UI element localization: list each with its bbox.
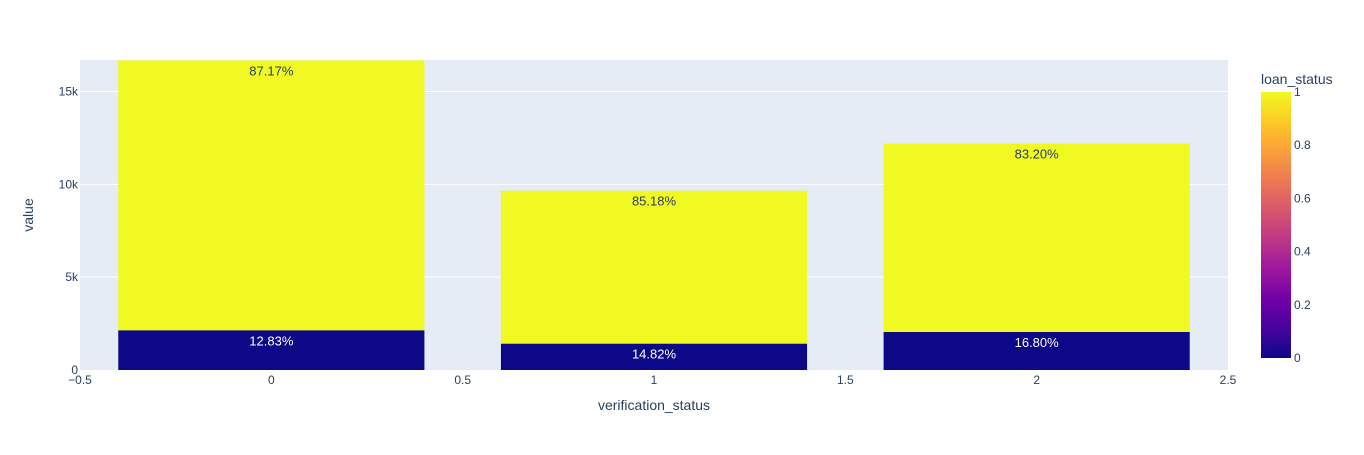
colorbar-title: loan_status	[1261, 71, 1333, 87]
bars	[118, 60, 1190, 370]
bar-data-label: 16.80%	[1015, 335, 1060, 350]
bar-data-label: 85.18%	[632, 194, 677, 209]
y-tick-label: 15k	[59, 85, 79, 99]
x-axis-title: verification_status	[598, 397, 710, 413]
colorbar-tick-label: 1	[1294, 85, 1301, 99]
x-tick-label: 2	[1033, 373, 1040, 387]
bar-data-label: 14.82%	[632, 347, 677, 362]
bar-segment-status-1	[118, 60, 425, 331]
x-tick-label: 0	[268, 373, 275, 387]
x-tick-label: 2.5	[1220, 373, 1237, 387]
x-tick-label: −0.5	[68, 373, 92, 387]
colorbar	[1261, 92, 1291, 358]
bar-labels: 12.83% 87.17% 14.82% 85.18% 16.80% 83.20%	[249, 63, 1059, 361]
bar-segment-status-0	[118, 330, 425, 370]
colorbar-ticks: 0 0.2 0.4 0.6 0.8 1	[1294, 85, 1311, 365]
colorbar-tick-label: 0.8	[1294, 138, 1311, 152]
y-axis-title: value	[20, 198, 36, 232]
bar-segment-status-1	[500, 190, 808, 344]
colorbar-tick-label: 0.6	[1294, 191, 1311, 205]
y-tick-label: 5k	[65, 270, 79, 284]
colorbar-tick-label: 0.4	[1294, 245, 1311, 259]
x-tick-label: 0.5	[454, 373, 471, 387]
y-tick-label: 10k	[59, 177, 79, 191]
x-tick-label: 1.5	[837, 373, 854, 387]
y-axis-ticks: 0 5k 10k 15k	[59, 85, 79, 377]
bar-segment-status-0	[500, 343, 808, 370]
bar-data-label: 12.83%	[249, 333, 294, 348]
x-axis-ticks: −0.5 0 0.5 1 1.5 2 2.5	[68, 373, 1237, 387]
bar-segment-status-0	[883, 331, 1190, 370]
bar-segment-status-1	[883, 143, 1190, 332]
x-tick-label: 1	[651, 373, 658, 387]
bar-data-label: 83.20%	[1015, 147, 1060, 162]
colorbar-tick-label: 0.2	[1294, 298, 1311, 312]
colorbar-tick-label: 0	[1294, 351, 1301, 365]
y-tick-label: 0	[71, 363, 78, 377]
bar-data-label: 87.17%	[249, 63, 294, 78]
